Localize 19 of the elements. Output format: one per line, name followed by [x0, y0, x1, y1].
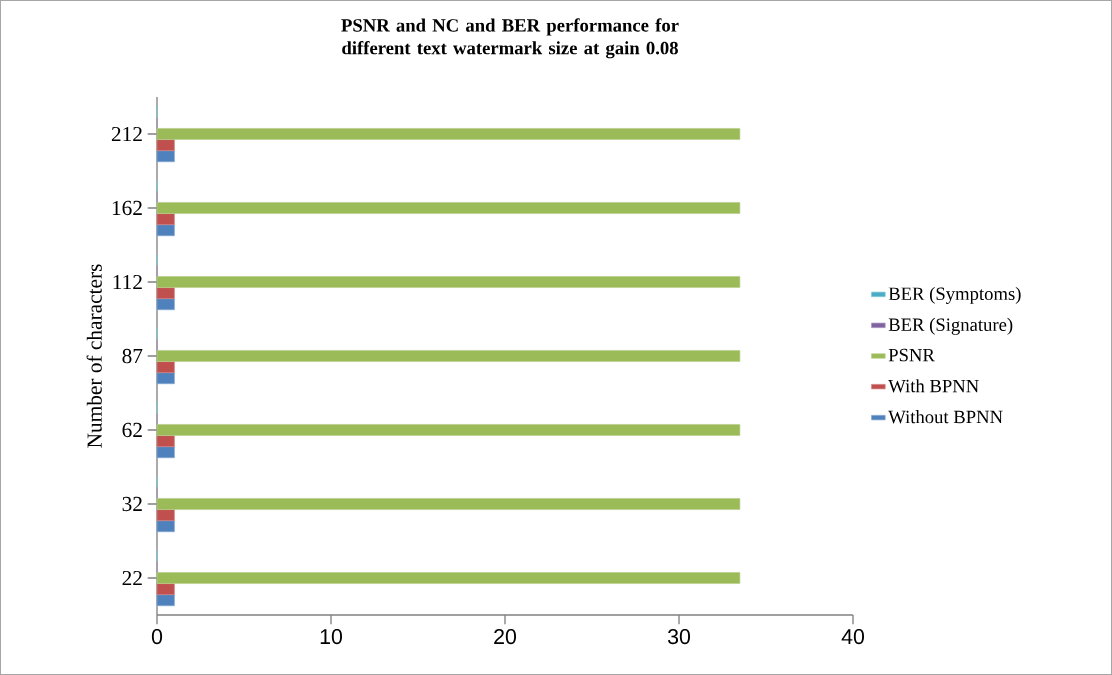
x-tick-label: 40 — [841, 629, 865, 645]
x-tick-label: 30 — [667, 629, 691, 645]
x-tick-label: 20 — [494, 629, 517, 645]
y-tick-label: 212 — [111, 126, 142, 142]
legend-label: BER (Symptoms) — [888, 286, 1021, 304]
legend-label: BER (Signature) — [888, 317, 1013, 335]
y-tick-label: 22 — [122, 570, 142, 586]
chart-title: PSNR and NC and BER performance for different text watermark size at gain 0.08 — [341, 18, 679, 59]
y-tick-label: 162 — [112, 200, 142, 216]
y-tick-label: 32 — [122, 496, 142, 512]
legend-label: PSNR — [888, 348, 935, 362]
x-tick-label: 10 — [320, 629, 343, 645]
y-axis-title: Number of characters — [86, 264, 102, 448]
y-tick-label: 87 — [122, 348, 143, 364]
x-tick-label: 0 — [151, 629, 163, 645]
legend-label: With BPNN — [888, 379, 979, 393]
y-tick-label: 112 — [113, 274, 142, 290]
legend-label: Without BPNN — [888, 410, 1003, 424]
y-tick-label: 62 — [122, 422, 142, 438]
